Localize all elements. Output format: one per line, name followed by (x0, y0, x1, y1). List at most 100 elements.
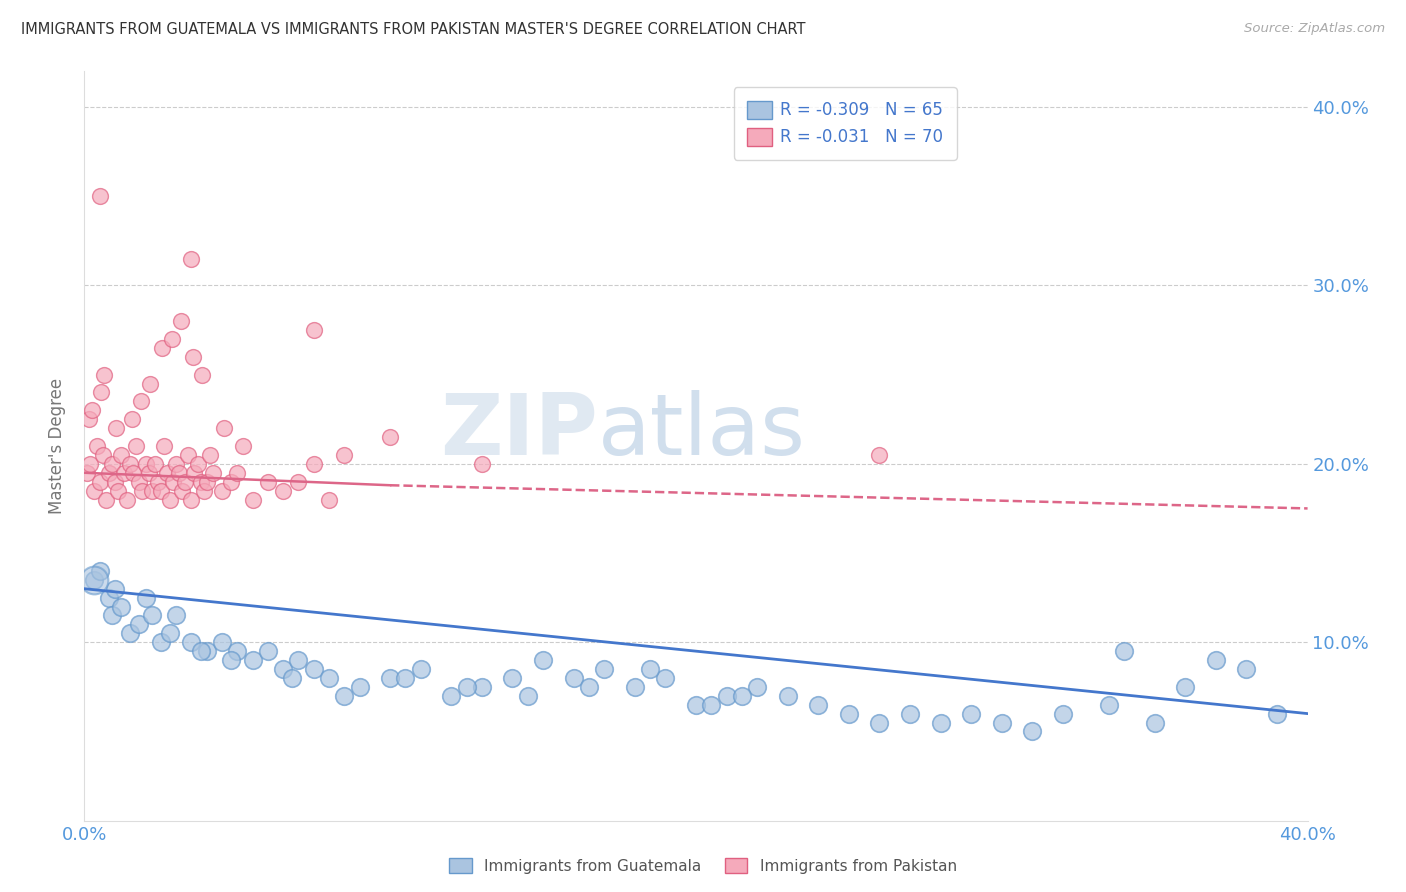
Point (90, 385, 112, 400)
Point (807, 698, 830, 712)
Point (112, 466, 135, 480)
Point (79, 457, 101, 471)
Point (302, 323, 325, 337)
Point (125, 439, 148, 453)
Point (242, 653, 264, 667)
Point (83, 573, 105, 587)
Point (165, 457, 187, 471)
Point (318, 671, 340, 685)
Point (110, 599, 132, 614)
Legend: Immigrants from Guatemala, Immigrants from Pakistan: Immigrants from Guatemala, Immigrants fr… (443, 852, 963, 880)
Point (201, 466, 224, 480)
Point (257, 644, 280, 658)
Text: atlas: atlas (598, 390, 806, 473)
Point (624, 680, 647, 694)
Point (135, 591, 157, 605)
Point (76, 466, 98, 480)
Point (77, 412, 100, 426)
Point (146, 475, 169, 489)
Point (165, 608, 187, 623)
Point (97, 591, 120, 605)
Point (654, 671, 676, 685)
Point (195, 475, 218, 489)
Point (156, 466, 179, 480)
Point (211, 635, 233, 649)
Point (128, 475, 150, 489)
Point (700, 698, 723, 712)
Text: ZIP: ZIP (440, 390, 598, 473)
Y-axis label: Master's Degree: Master's Degree (48, 378, 66, 514)
Legend: R = -0.309   N = 65, R = -0.031   N = 70: R = -0.309 N = 65, R = -0.031 N = 70 (734, 87, 956, 160)
Point (186, 457, 208, 471)
Point (471, 457, 494, 471)
Point (333, 689, 356, 703)
Point (394, 671, 416, 685)
Point (471, 680, 494, 694)
Point (1021, 724, 1043, 739)
Point (97, 466, 120, 480)
Point (502, 671, 524, 685)
Point (143, 457, 166, 471)
Point (153, 439, 176, 453)
Point (190, 475, 212, 489)
Point (929, 715, 952, 730)
Point (172, 483, 194, 498)
Point (83, 483, 105, 498)
Point (150, 341, 173, 355)
Point (177, 448, 200, 462)
Point (162, 475, 184, 489)
Point (190, 644, 212, 658)
Point (409, 662, 432, 676)
Text: Source: ZipAtlas.com: Source: ZipAtlas.com (1244, 22, 1385, 36)
Point (380, 671, 402, 685)
Point (838, 706, 860, 721)
Point (104, 475, 127, 489)
Point (191, 368, 214, 382)
Point (183, 466, 205, 480)
Point (149, 483, 172, 498)
Point (242, 492, 264, 507)
Point (180, 492, 202, 507)
Point (271, 662, 294, 676)
Point (91, 448, 114, 462)
Point (287, 475, 309, 489)
Point (287, 653, 309, 667)
Point (731, 689, 754, 703)
Point (141, 608, 163, 623)
Point (80, 403, 103, 417)
Point (110, 448, 132, 462)
Point (120, 626, 142, 640)
Point (174, 475, 197, 489)
Point (302, 662, 325, 676)
Point (257, 475, 280, 489)
Point (89, 564, 111, 578)
Point (349, 680, 371, 694)
Point (1143, 715, 1166, 730)
Point (281, 671, 304, 685)
Point (120, 457, 142, 471)
Point (211, 483, 233, 498)
Point (193, 483, 215, 498)
Point (167, 466, 190, 480)
Point (638, 662, 661, 676)
Point (226, 644, 249, 658)
Point (131, 483, 153, 498)
Point (578, 680, 600, 694)
Point (93, 368, 115, 382)
Point (516, 689, 538, 703)
Point (1174, 680, 1197, 694)
Point (1205, 653, 1227, 667)
Point (181, 350, 204, 364)
Point (333, 448, 356, 462)
Point (1114, 644, 1136, 658)
Point (456, 680, 478, 694)
Point (104, 582, 127, 596)
Point (135, 457, 157, 471)
Point (149, 635, 172, 649)
Point (869, 448, 891, 462)
Point (898, 706, 921, 721)
Point (139, 376, 162, 391)
Point (180, 635, 202, 649)
Point (180, 252, 202, 266)
Point (593, 662, 616, 676)
